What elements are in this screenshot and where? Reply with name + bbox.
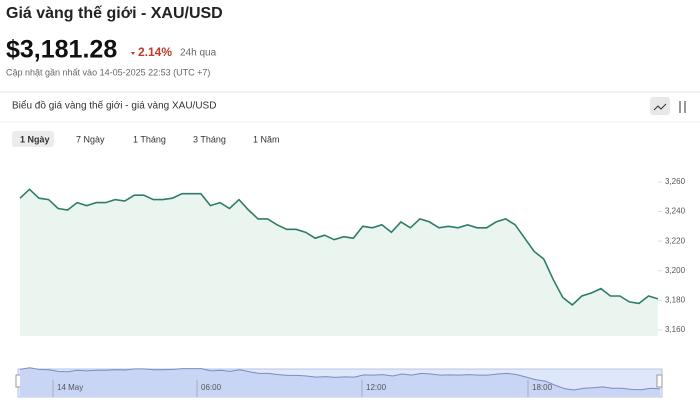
tab-selected[interactable] xyxy=(12,131,54,147)
down-arrow xyxy=(131,52,135,55)
navigator-label: 18:00 xyxy=(532,383,553,392)
price: $3,181.28 xyxy=(6,36,117,64)
y-tick-label: 3,160 xyxy=(665,325,686,334)
navigator-handle[interactable] xyxy=(656,374,663,388)
y-tick-label: 3,200 xyxy=(665,266,686,275)
candle-icon[interactable] xyxy=(679,101,686,113)
tab[interactable]: 7 Ngày xyxy=(76,134,105,144)
navigator-label: 12:00 xyxy=(366,383,387,392)
price-change: 2.14% xyxy=(138,45,172,59)
area-fill xyxy=(20,189,658,336)
page-title: Giá vàng thế giới - XAU/USD xyxy=(6,5,223,22)
y-tick-label: 3,220 xyxy=(665,236,686,245)
tab[interactable]: 1 Ngày xyxy=(20,134,50,144)
line-icon xyxy=(653,103,667,111)
navigator-label: 14 May xyxy=(57,383,83,392)
line-chart-button[interactable] xyxy=(650,97,670,115)
navigator-area xyxy=(20,367,660,396)
y-tick-label: 3,180 xyxy=(665,296,686,305)
navigator-label: 06:00 xyxy=(201,383,222,392)
chart-title: Biểu đồ giá vàng thế giới - giá vàng XAU… xyxy=(12,100,216,112)
tab[interactable]: 1 Năm xyxy=(253,134,280,144)
tab[interactable]: 3 Tháng xyxy=(193,134,226,144)
y-tick-label: 3,260 xyxy=(665,177,686,186)
y-tick-label: 3,240 xyxy=(665,207,686,216)
updated-time: Cập nhật gần nhất vào 14-05-2025 22:53 (… xyxy=(6,67,210,77)
change-period: 24h qua xyxy=(180,48,217,59)
tab[interactable]: 1 Tháng xyxy=(133,134,166,144)
navigator-line xyxy=(19,367,661,391)
price-line xyxy=(19,188,659,306)
